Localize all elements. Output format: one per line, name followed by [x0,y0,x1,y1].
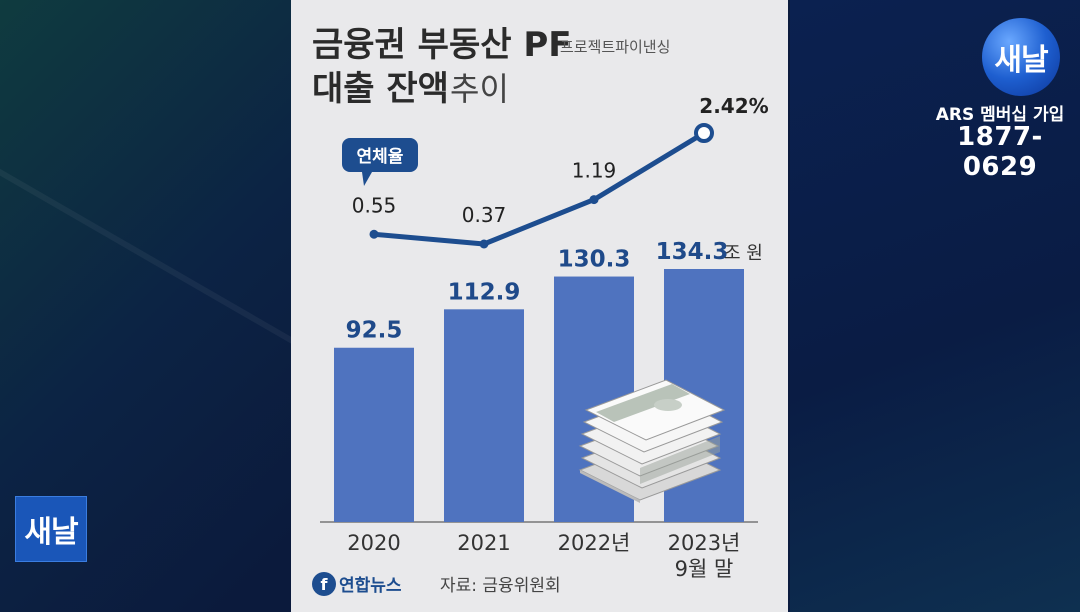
bars-group [334,269,744,522]
money-stack-illustration [578,379,726,503]
rate-point-1 [479,239,489,249]
labels-group: 92.5 2020 112.9 2021 130.3 2022년 134.3 2023년9월 … [346,94,769,581]
source-brand: f 연합뉴스 [312,572,402,596]
rate-line-group [369,123,714,249]
x-tick-label-1: 2021 [457,531,510,555]
ars-phone-number: 1877-0629 [957,122,1043,182]
rate-badge-label: 연체율 [357,147,404,167]
rate-point-3 [694,123,714,143]
bar-value-label-2: 130.3 [558,247,631,273]
rate-value-label-2: 1.19 [572,159,617,183]
source-text: 자료: 금융위원회 [440,576,561,596]
bar-value-label-1: 112.9 [448,279,521,305]
background-right [790,0,1080,612]
rate-line [371,130,707,247]
rate-value-label-3: 2.42% [699,94,768,118]
bar-value-label-3: 134.3 [656,239,729,265]
rate-point-2 [589,195,599,205]
source-brand-label: 연합뉴스 [339,575,402,596]
x-tick-label-2: 2022년 [558,531,631,555]
chart-title-line2-light: 추이 [450,70,509,108]
rate-badge: 연체율 [342,138,418,186]
chart-title-sub: 프로젝트파이낸싱 [560,38,670,56]
bar-unit-label: 조 원 [724,243,763,264]
bar-value-label-0: 92.5 [346,318,403,344]
bar-1 [444,309,524,522]
x-tick-label-0: 2020 [347,531,400,555]
chart-title-line1: 금융권 부동산 PF [312,25,572,65]
broadcaster-logo-box: 새날 [15,496,87,562]
x-tick-label-3-line1: 9월 말 [675,557,734,581]
broadcaster-logo-circle: 새날 [982,18,1060,96]
svg-text:f: f [321,575,329,594]
chart-title-line2: 대출 잔액 [312,69,449,109]
x-tick-label-3: 2023년 [668,531,741,555]
ars-membership-label: ARS 멤버십 가입 [935,105,1065,125]
rate-value-label-1: 0.37 [462,203,507,227]
bar-0 [334,347,414,522]
rate-value-label-0: 0.55 [352,193,397,217]
rate-point-0 [369,229,379,239]
